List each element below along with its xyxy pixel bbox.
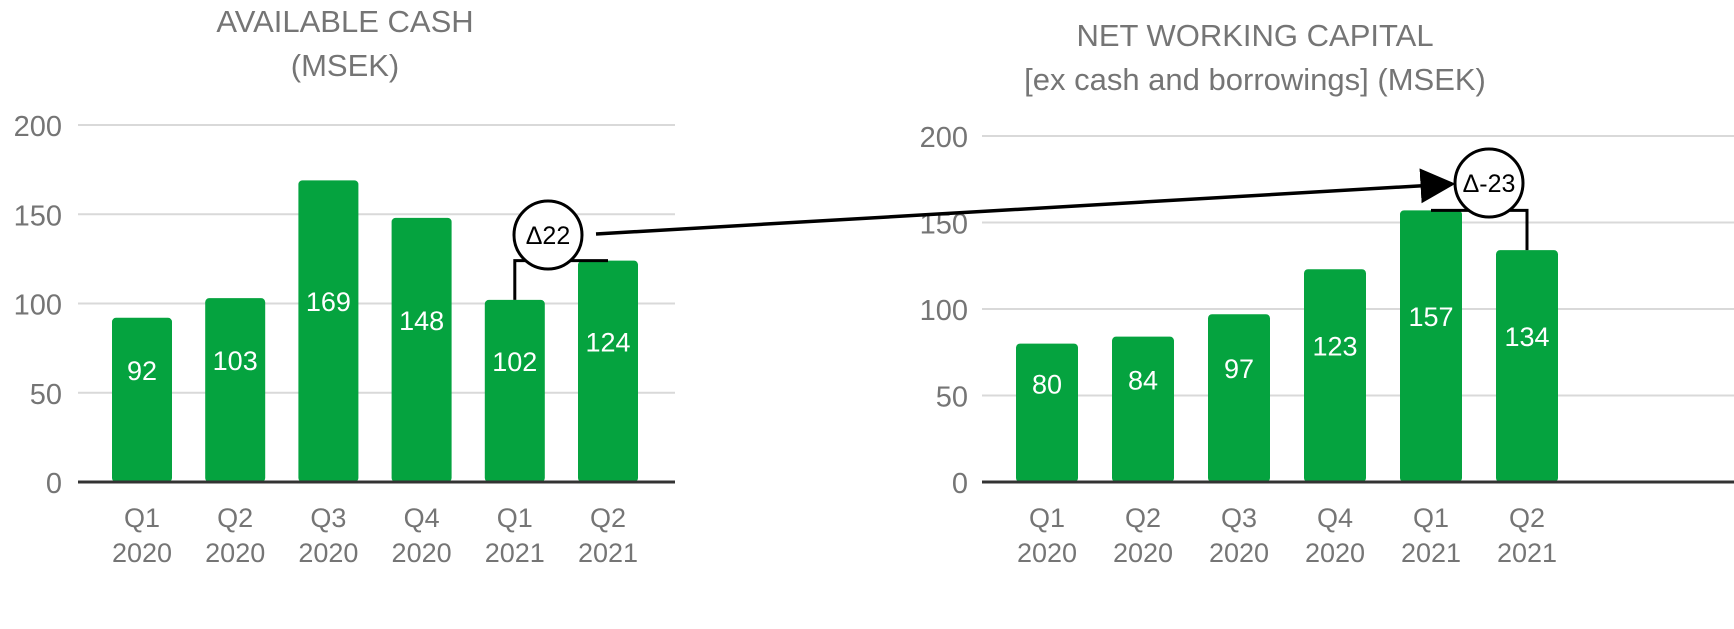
x-tick-label: Q2 [217,503,253,533]
bar-value-label: 97 [1224,354,1254,384]
y-tick-label: 200 [920,122,968,154]
x-tick-label: Q3 [1221,503,1257,533]
x-tick-label: Q1 [1029,503,1065,533]
bar [112,317,172,482]
bar [298,180,359,482]
delta-bracket [1431,208,1529,251]
y-tick-label: 50 [936,382,968,414]
delta-circle [512,199,584,271]
x-tick-label: 2021 [1401,538,1461,568]
bar-value-label: 134 [1504,322,1549,352]
chart-1-title-block: AVAILABLE CASH (MSEK) [145,0,545,88]
y-tick-label: 100 [14,290,62,322]
chart-2-subtitle: [ex cash and borrowings] (MSEK) [1024,62,1486,97]
bar-value-label: 148 [399,306,444,336]
x-tick-label: 2021 [485,538,545,568]
bar-value-label: 84 [1128,365,1158,395]
x-tick-label: Q3 [310,503,346,533]
bar [1496,250,1558,482]
bar [578,260,638,482]
chart-1-title: AVAILABLE CASH [216,4,474,39]
chart-2-title-block: NET WORKING CAPITAL [ex cash and borrowi… [975,14,1535,102]
delta-bracket [513,259,608,300]
bar-value-label: 80 [1032,370,1062,400]
bar-value-label: 102 [492,347,537,377]
bar [1400,210,1462,482]
bar-value-label: 157 [1408,302,1453,332]
x-tick-label: 2021 [1497,538,1557,568]
x-tick-label: 2020 [1113,538,1173,568]
y-tick-label: 150 [14,200,62,232]
x-tick-label: Q2 [1125,503,1161,533]
bar [484,299,545,482]
y-tick-label: 0 [952,468,968,500]
y-tick-label: 100 [920,295,968,327]
x-tick-label: 2020 [1209,538,1269,568]
bar [205,298,266,482]
x-tick-label: Q2 [590,503,626,533]
bar [1304,269,1366,482]
x-tick-label: 2020 [205,538,265,568]
bar-value-label: 124 [585,327,630,357]
delta-connector [595,168,1456,236]
x-tick-label: Q4 [404,503,440,533]
y-tick-label: 200 [14,111,62,143]
bar [1112,336,1174,482]
bar [1016,343,1078,482]
x-tick-label: 2020 [298,538,358,568]
delta-label: Δ-23 [1463,170,1516,198]
bar-value-label: 103 [213,346,258,376]
y-tick-label: 50 [30,379,62,411]
x-tick-label: Q1 [1413,503,1449,533]
x-tick-label: Q2 [1509,503,1545,533]
bar [391,217,452,482]
chart-net-working-capital: 05010015020080Q1202084Q2202097Q32020123Q… [920,122,1734,568]
x-tick-label: 2021 [578,538,638,568]
x-tick-label: 2020 [112,538,172,568]
x-tick-label: Q4 [1317,503,1353,533]
chart-1-subtitle: (MSEK) [290,48,400,83]
x-tick-label: 2020 [392,538,452,568]
bar-value-label: 92 [127,356,157,386]
connector-arrow [595,168,1456,236]
x-tick-label: Q1 [124,503,160,533]
x-tick-label: Q1 [497,503,533,533]
y-tick-label: 0 [46,468,62,500]
bar-value-label: 123 [1312,332,1357,362]
x-tick-label: 2020 [1017,538,1077,568]
chart-available-cash: 0 50 100 150 200 92 Q1 2020 103 Q2 2020 169 Q3 2020 14… [14,111,675,568]
x-tick-label: 2020 [1305,538,1365,568]
bar-value-label: 169 [306,287,351,317]
bar [1208,314,1270,482]
delta-label: Δ22 [526,222,571,250]
chart-2-title: NET WORKING CAPITAL [1076,18,1434,53]
